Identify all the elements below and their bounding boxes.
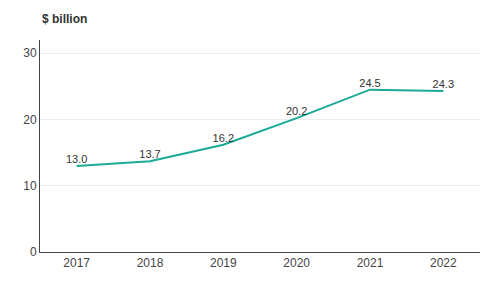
svg-text:16.2: 16.2 — [213, 132, 234, 144]
svg-text:20.2: 20.2 — [286, 105, 307, 117]
svg-text:0: 0 — [30, 245, 37, 259]
svg-text:2017: 2017 — [63, 256, 90, 270]
svg-text:30: 30 — [23, 46, 37, 60]
svg-text:2020: 2020 — [283, 256, 310, 270]
svg-text:10: 10 — [23, 179, 37, 193]
svg-text:13.0: 13.0 — [66, 153, 87, 165]
svg-text:2021: 2021 — [357, 256, 384, 270]
svg-text:13.7: 13.7 — [139, 148, 160, 160]
svg-text:2019: 2019 — [210, 256, 237, 270]
svg-text:20: 20 — [23, 113, 37, 127]
svg-text:2022: 2022 — [430, 256, 457, 270]
svg-text:24.5: 24.5 — [359, 77, 380, 89]
svg-text:2018: 2018 — [137, 256, 164, 270]
svg-text:$ billion: $ billion — [42, 12, 87, 26]
svg-text:24.3: 24.3 — [433, 78, 454, 90]
